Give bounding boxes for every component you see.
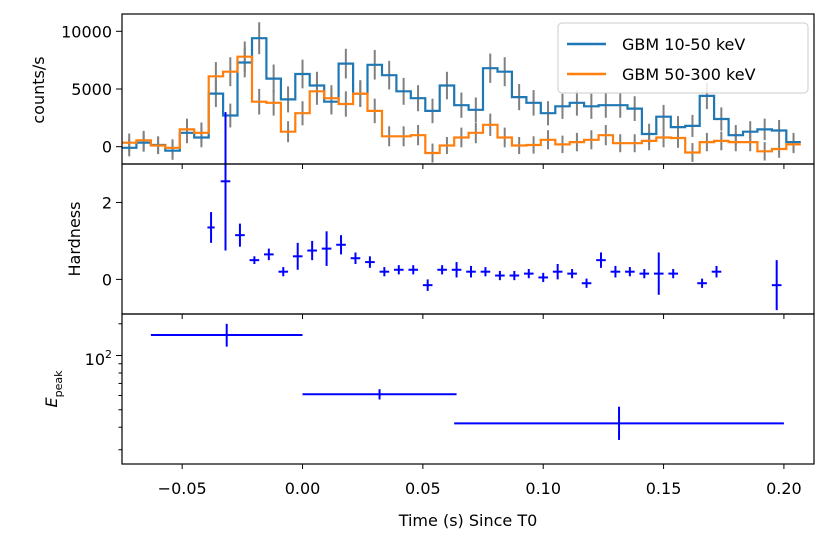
hardness-panel: 02 Hardness bbox=[65, 112, 815, 315]
hardness-point bbox=[466, 265, 476, 278]
high-energy-series-line bbox=[122, 55, 801, 155]
hardness-point bbox=[408, 265, 419, 275]
hardness-point bbox=[771, 260, 782, 311]
hardness-point bbox=[278, 267, 289, 277]
light-curve-ytick-label: 10000 bbox=[61, 22, 112, 41]
epeak-points bbox=[150, 323, 784, 440]
hardness-point bbox=[639, 269, 650, 279]
epeak-point bbox=[302, 389, 457, 400]
hardness-point bbox=[495, 270, 505, 281]
hardness-point bbox=[610, 265, 621, 278]
hardness-point bbox=[379, 267, 390, 277]
hardness-point bbox=[697, 278, 707, 288]
low-energy-series-line bbox=[122, 37, 801, 152]
hardness-point bbox=[509, 270, 520, 281]
hardness-point bbox=[625, 267, 635, 277]
hardness-point bbox=[264, 248, 274, 261]
hardness-point bbox=[567, 269, 577, 279]
hardness-point bbox=[336, 235, 346, 255]
hardness-point bbox=[437, 265, 447, 275]
hardness-point bbox=[480, 267, 491, 277]
epeak-point bbox=[454, 406, 784, 440]
hardness-point bbox=[321, 231, 332, 266]
light-curve-ylabel: counts/s bbox=[29, 56, 48, 123]
hardness-point bbox=[307, 240, 317, 261]
hardness-ylabel: Hardness bbox=[65, 202, 84, 277]
legend-low-label: GBM 10-50 keV bbox=[622, 35, 745, 54]
hardness-ytick-label: 0 bbox=[102, 270, 112, 289]
light-curve-series bbox=[122, 37, 801, 155]
light-curve-y-ticks: 0 5000 10000 bbox=[61, 22, 122, 157]
light-curve-panel: 0 5000 10000 counts/s GBM 10-50 keV GBM 50… bbox=[29, 13, 815, 165]
hardness-points bbox=[207, 112, 782, 311]
legend-high-label: GBM 50-300 keV bbox=[622, 65, 756, 84]
epeak-ylabel: Epeak bbox=[42, 370, 65, 408]
hardness-y-ticks: 02 bbox=[102, 193, 122, 289]
hardness-point bbox=[350, 252, 361, 264]
hardness-point bbox=[365, 256, 375, 268]
hardness-point bbox=[451, 262, 462, 278]
x-tick-label: 0.05 bbox=[405, 479, 441, 498]
hardness-point bbox=[523, 269, 534, 279]
hardness-point bbox=[235, 223, 245, 247]
epeak-panel: 102 Epeak bbox=[42, 313, 815, 465]
hardness-point bbox=[552, 264, 563, 280]
hardness-point bbox=[711, 265, 722, 278]
x-tick-label: 0.00 bbox=[285, 479, 321, 498]
hardness-ytick-label: 2 bbox=[102, 193, 112, 212]
hardness-point bbox=[581, 278, 592, 288]
hardness-point bbox=[220, 112, 231, 251]
epeak-y-ticks: 102 bbox=[85, 323, 122, 451]
hardness-point bbox=[393, 265, 404, 275]
hardness-point bbox=[207, 212, 215, 243]
light-curve-ytick-label: 5000 bbox=[71, 80, 112, 99]
hardness-point bbox=[292, 242, 303, 270]
epeak-ytick-label: 102 bbox=[85, 348, 112, 369]
x-tick-label: −0.05 bbox=[158, 479, 207, 498]
legend-box bbox=[557, 22, 809, 94]
hardness-point bbox=[249, 256, 260, 264]
x-tick-label: 0.20 bbox=[766, 479, 802, 498]
x-axis-label: Time (s) Since T0 bbox=[398, 511, 538, 530]
legend: GBM 10-50 keV GBM 50-300 keV bbox=[557, 22, 809, 94]
hardness-point bbox=[653, 252, 664, 295]
hardness-point bbox=[422, 279, 433, 291]
hardness-point bbox=[538, 272, 549, 283]
x-tick-label: 0.15 bbox=[646, 479, 682, 498]
hardness-point bbox=[596, 252, 606, 268]
hardness-point bbox=[668, 269, 679, 279]
x-axis-ticks: −0.05 0.00 0.05 0.10 0.15 0.20 bbox=[158, 164, 802, 498]
epeak-frame bbox=[121, 313, 815, 465]
light-curve-ytick-label: 0 bbox=[102, 138, 112, 157]
x-tick-label: 0.10 bbox=[525, 479, 561, 498]
epeak-point bbox=[150, 323, 303, 347]
